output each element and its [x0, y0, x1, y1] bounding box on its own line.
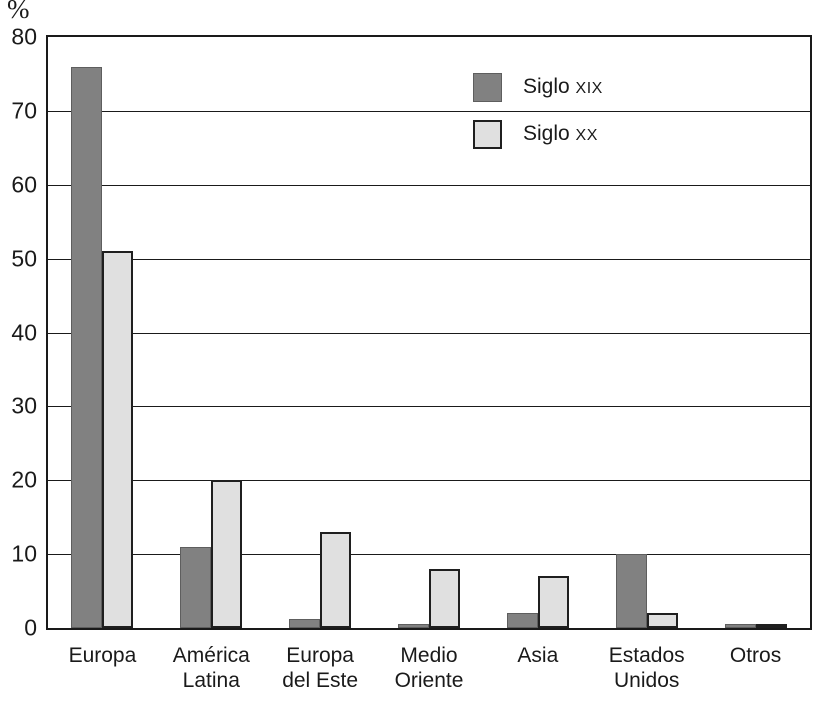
- bar: [211, 480, 243, 628]
- plot-area: Siglo xix Siglo xx: [46, 35, 812, 630]
- legend-word: Siglo: [523, 122, 570, 145]
- bar: [320, 531, 352, 628]
- x-axis-category-label: Europa del Este: [282, 644, 359, 692]
- x-axis-category-label: Otros: [729, 644, 782, 667]
- bar: [429, 568, 460, 628]
- x-axis-category-label: Asia: [517, 644, 559, 667]
- bar: [646, 613, 678, 628]
- bar: [102, 251, 134, 628]
- gridlines-layer: [48, 37, 810, 628]
- bar: [180, 546, 212, 628]
- bars-layer: [48, 37, 810, 628]
- gridline: [48, 480, 810, 482]
- y-axis-tick-labels: 80 70 60 50 40 30 20 10 0: [0, 25, 37, 639]
- legend-word: Siglo: [523, 75, 570, 98]
- y-tick-label: 40: [11, 319, 37, 345]
- y-axis-unit-label: %: [7, 0, 30, 24]
- gridline: [48, 184, 810, 186]
- x-axis-labels: Europa América Latina Europa del Este Medio…: [48, 643, 810, 703]
- gridline: [48, 332, 810, 334]
- y-tick-label: 30: [11, 392, 37, 419]
- legend-swatch-siglo-xx: [473, 120, 502, 149]
- y-tick-label: 80: [11, 23, 37, 50]
- legend-swatch-siglo-xix: [473, 73, 502, 102]
- y-tick-label: 10: [11, 540, 37, 567]
- legend-item-siglo-xix: Siglo xix: [473, 72, 603, 103]
- y-tick-label: 20: [11, 466, 37, 493]
- legend: Siglo xix Siglo xx: [473, 72, 603, 150]
- legend-label-siglo-xix: Siglo xix: [523, 72, 603, 103]
- x-axis-category-label: Europa: [68, 644, 137, 667]
- legend-item-siglo-xx: Siglo xx: [473, 119, 603, 150]
- legend-numeral: xix: [575, 80, 603, 97]
- y-tick-label: 70: [11, 97, 37, 124]
- legend-numeral: xx: [575, 127, 598, 144]
- bar: [71, 66, 103, 628]
- gridline: [48, 110, 810, 112]
- bar: [724, 623, 756, 628]
- y-tick-label: 60: [11, 171, 37, 198]
- bar: [537, 576, 569, 628]
- bar: [615, 554, 647, 628]
- bar: [506, 613, 538, 628]
- bar: [289, 619, 321, 628]
- gridline: [48, 406, 810, 408]
- gridline: [48, 554, 810, 556]
- bar: [398, 624, 429, 628]
- y-tick-label: 0: [24, 614, 37, 641]
- y-tick-label: 50: [11, 245, 37, 272]
- gridline: [48, 258, 810, 260]
- bar: [755, 623, 787, 628]
- x-axis-category-label: Medio Oriente: [394, 644, 464, 692]
- x-axis-category-label: América Latina: [172, 644, 250, 692]
- legend-label-siglo-xx: Siglo xx: [523, 119, 598, 150]
- x-axis-category-label: Estados Unidos: [608, 644, 685, 692]
